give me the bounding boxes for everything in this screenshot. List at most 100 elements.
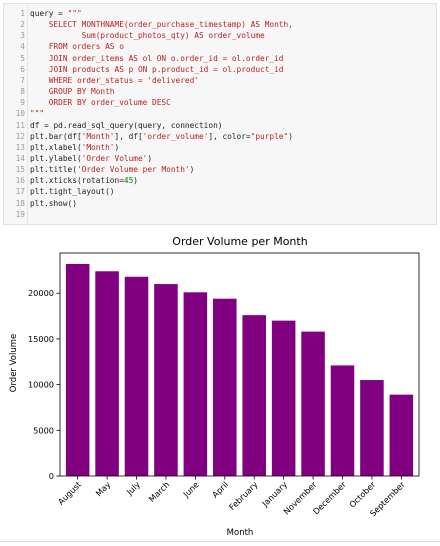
line-number: 3 [20, 31, 25, 41]
code-token: JOIN products AS p ON p.product_id = ol.… [30, 64, 284, 74]
code-line: 10 """ [4, 109, 436, 119]
code-token: """ [30, 109, 45, 119]
line-number: 5 [20, 53, 25, 63]
code-token: ) [114, 142, 120, 152]
code-line: 15 plt.title('Order Volume per Month') [4, 165, 436, 175]
y-tick-label: 20000 [28, 288, 54, 298]
code-line: 9 ORDER BY order_volume DESC [4, 98, 436, 108]
code-token: plt.xlabel( [30, 142, 82, 152]
code-cell[interactable]: 1 query = """ 2 SELECT MONTHNAME(order_pur… [3, 3, 437, 225]
code-text: plt.bar(df['Month'], df['order_volume'],… [30, 132, 293, 142]
code-text: df = pd.read_sql_query(query, connection… [30, 121, 222, 131]
x-tick-label: April [210, 479, 230, 499]
code-text: plt.show() [30, 199, 77, 209]
bar [183, 292, 208, 476]
code-token: SELECT MONTHNAME(order_purchase_timestam… [30, 20, 293, 30]
line-number: 18 [15, 198, 25, 208]
bar [124, 276, 149, 476]
code-token: 'order_volume' [142, 131, 209, 141]
bar [301, 331, 325, 476]
code-token: plt.bar(df[ [30, 131, 82, 141]
line-number: 7 [20, 75, 25, 85]
code-token: GROUP BY Month [30, 87, 115, 97]
y-tick-label: 15000 [28, 334, 54, 344]
code-line: 19 [4, 210, 436, 220]
code-token: plt.xticks(rotation= [30, 176, 124, 186]
bar [65, 263, 90, 476]
x-tick-label: May [93, 479, 112, 498]
code-token: """ [67, 9, 82, 18]
code-line: 11 df = pd.read_sql_query(query, connecti… [4, 121, 436, 131]
code-text: plt.tight_layout() [30, 187, 115, 197]
line-number: 13 [15, 142, 25, 152]
line-number: 12 [15, 131, 25, 141]
code-line: 18 plt.show() [4, 199, 436, 209]
code-token: ) [133, 176, 138, 186]
code-token: 'Month' [81, 131, 115, 141]
code-line: 7 WHERE order_status = 'delivered' [4, 76, 436, 86]
code-token: WHERE order_status = 'delivered' [30, 75, 199, 85]
code-text: query = """ [30, 9, 82, 19]
line-number: 15 [15, 165, 25, 175]
code-text: plt.xticks(rotation=45) [30, 176, 138, 186]
code-text: ORDER BY order_volume DESC [30, 98, 171, 108]
line-number: 10 [15, 109, 25, 119]
code-text: WHERE order_status = 'delivered' [30, 76, 199, 86]
code-line: 1 query = """ [4, 9, 436, 19]
line-number: 4 [20, 42, 25, 52]
code-line: 17 plt.tight_layout() [4, 187, 436, 197]
code-token: plt.tight_layout() [30, 187, 115, 197]
line-number: 8 [20, 87, 25, 97]
x-tick-label: March [147, 479, 172, 504]
code-line: 5 JOIN order_items AS ol ON o.order_id =… [4, 54, 436, 64]
code-text: GROUP BY Month [30, 87, 115, 97]
x-tick-label: August [56, 479, 84, 507]
code-text: SELECT MONTHNAME(order_purchase_timestam… [30, 20, 293, 30]
code-text: plt.xlabel('Month') [30, 143, 119, 153]
code-text: plt.ylabel('Order Volume') [30, 154, 152, 164]
line-number: 11 [15, 120, 25, 130]
code-token: ], color= [208, 131, 251, 141]
code-token: JOIN order_items AS ol ON o.order_id = o… [30, 53, 284, 63]
cell-divider [0, 541, 440, 542]
code-token: query = [30, 9, 68, 18]
x-tick-label: January [259, 479, 289, 509]
code-token: ], df[ [114, 131, 143, 141]
code-token: ORDER BY order_volume DESC [30, 98, 171, 108]
bar [389, 394, 414, 476]
code-text: JOIN order_items AS ol ON o.order_id = o… [30, 53, 284, 64]
line-number: 1 [20, 9, 25, 18]
line-number: 16 [15, 176, 25, 186]
bar [271, 320, 296, 476]
y-axis-label: Order Volume [9, 334, 19, 392]
code-token: plt.title( [30, 165, 77, 175]
bar [213, 298, 237, 476]
line-number: 14 [15, 153, 25, 163]
code-text: FROM orders AS o [30, 42, 124, 52]
code-text: """ [30, 109, 44, 119]
bar [154, 284, 178, 476]
bar [360, 380, 384, 476]
code-line: 12 plt.bar(df['Month'], df['order_volume'… [4, 132, 436, 142]
code-text: Sum(product_photos_qty) AS order_volume [30, 31, 265, 41]
y-tick-label: 10000 [28, 380, 54, 390]
line-number: 17 [15, 187, 25, 197]
code-token: plt.show() [30, 198, 77, 208]
code-line: 3 Sum(product_photos_qty) AS order_volum… [4, 31, 436, 41]
code-token: Sum(product_photos_qty) AS order_volume [30, 31, 265, 41]
line-number: 6 [20, 64, 25, 74]
plot-frame [59, 252, 420, 477]
code-token: 'Month' [81, 142, 115, 152]
x-tick-label: July [124, 479, 142, 497]
code-line: 14 plt.ylabel('Order Volume') [4, 154, 436, 164]
code-text: JOIN products AS p ON p.product_id = ol.… [30, 64, 284, 75]
code-token: "purple" [250, 131, 289, 141]
code-line: 6 JOIN products AS p ON p.product_id = o… [4, 65, 436, 75]
bar-chart: Order Volume per Month Order Volume Mont… [9, 235, 420, 538]
code-text: plt.title('Order Volume per Month') [30, 165, 194, 175]
y-tick-label: 5000 [33, 425, 54, 435]
code-token: ) [147, 153, 153, 163]
code-token: df = pd.read_sql_query(query, connection… [30, 120, 223, 130]
code-line: 8 GROUP BY Month [4, 87, 436, 97]
code-token: ) [288, 131, 293, 141]
